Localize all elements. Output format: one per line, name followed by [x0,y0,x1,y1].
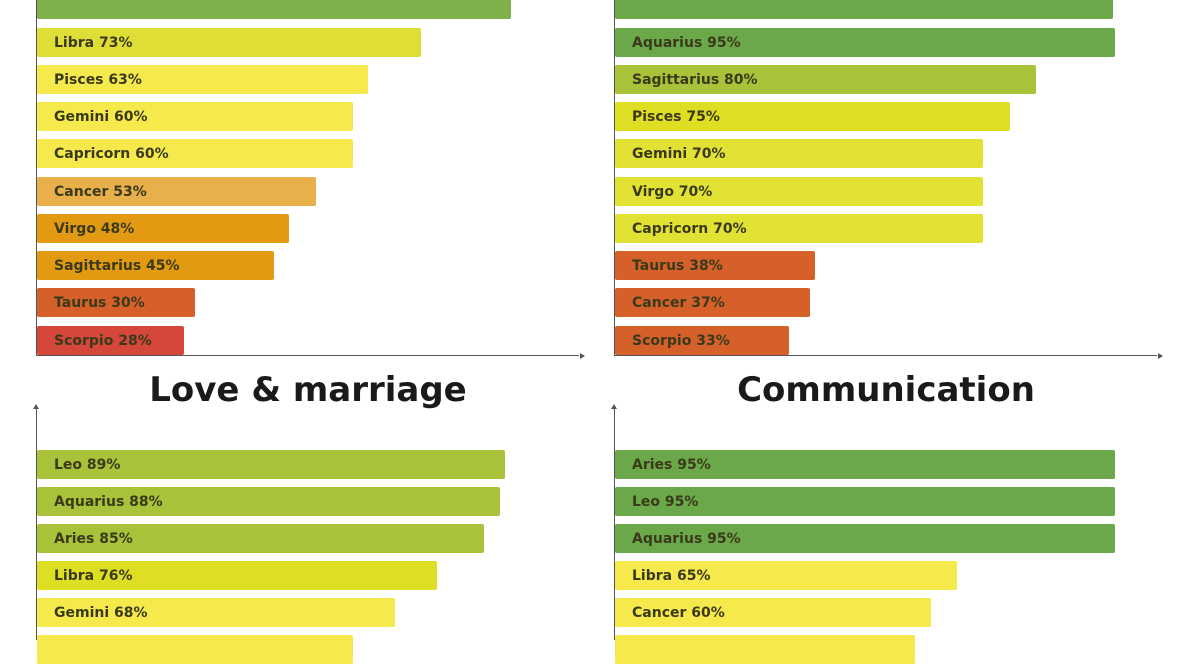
bar: Pisces 63% [37,65,368,94]
bar-label: Aquarius 95% [632,34,741,51]
bar-label: Cancer 53% [54,183,147,200]
bar: Pisces 75% [615,102,1010,131]
x-axis-arrow [1158,353,1163,359]
bar: Aquarius 95% [615,524,1115,553]
bar: Gemini 68% [37,598,395,627]
y-axis-line [36,0,37,355]
bar: Aries 95% [615,450,1115,479]
bar: Taurus 38% [615,251,815,280]
bar: Libra 76% [37,561,437,590]
y-axis-line [36,408,37,640]
bar-label: Aquarius 88% [54,493,163,510]
bar: Cancer 60% [615,598,931,627]
bar: Libra 73% [37,28,421,57]
chart-title-love-marriage: Love & marriage [149,370,467,410]
bar-label: Taurus 30% [54,294,145,311]
bar-label: Virgo 70% [632,183,713,200]
x-axis-line [36,355,579,356]
bar: Capricorn 60% [37,139,353,168]
bar-label: Libra 65% [632,567,711,584]
bar-label: Pisces 75% [632,108,720,125]
bar [37,0,511,19]
bar-label: Libra 73% [54,34,133,51]
bar: Gemini 70% [615,139,983,168]
chart-title-communication: Communication [737,370,1035,410]
bar-label: Cancer 37% [632,294,725,311]
bar: Leo 89% [37,450,505,479]
bar-label: Pisces 63% [54,71,142,88]
bar-label: Gemini 70% [632,145,726,162]
x-axis-arrow [580,353,585,359]
bar: Scorpio 33% [615,326,789,355]
bar-label: Sagittarius 45% [54,257,180,274]
bar: Cancer 53% [37,177,316,206]
bar-label: Cancer 60% [632,604,725,621]
bar: Virgo 70% [615,177,983,206]
bar-label: Capricorn 60% [54,145,169,162]
bar: Aquarius 88% [37,487,500,516]
bar [37,635,353,664]
bar: Aries 85% [37,524,484,553]
bar-label: Aries 95% [632,456,711,473]
y-axis-line [614,0,615,355]
bar-label: Leo 89% [54,456,121,473]
bar [615,635,915,664]
bar-label: Leo 95% [632,493,699,510]
bar: Cancer 37% [615,288,810,317]
bar: Leo 95% [615,487,1115,516]
y-axis-line [614,408,615,640]
bar: Aquarius 95% [615,28,1115,57]
bar-label: Capricorn 70% [632,220,747,237]
y-axis-arrow [33,404,39,409]
bar-label: Gemini 68% [54,604,148,621]
bar: Sagittarius 45% [37,251,274,280]
x-axis-line [614,355,1157,356]
bar [615,0,1113,19]
bar: Scorpio 28% [37,326,184,355]
bar-label: Scorpio 28% [54,332,152,349]
bar: Sagittarius 80% [615,65,1036,94]
bar: Capricorn 70% [615,214,983,243]
bar: Libra 65% [615,561,957,590]
bar-label: Taurus 38% [632,257,723,274]
bar-label: Aquarius 95% [632,530,741,547]
bar-label: Libra 76% [54,567,133,584]
bar-label: Sagittarius 80% [632,71,758,88]
bar: Virgo 48% [37,214,289,243]
bar-label: Virgo 48% [54,220,135,237]
bar: Taurus 30% [37,288,195,317]
bar-label: Scorpio 33% [632,332,730,349]
bar: Gemini 60% [37,102,353,131]
y-axis-arrow [611,404,617,409]
bar-label: Gemini 60% [54,108,148,125]
bar-label: Aries 85% [54,530,133,547]
